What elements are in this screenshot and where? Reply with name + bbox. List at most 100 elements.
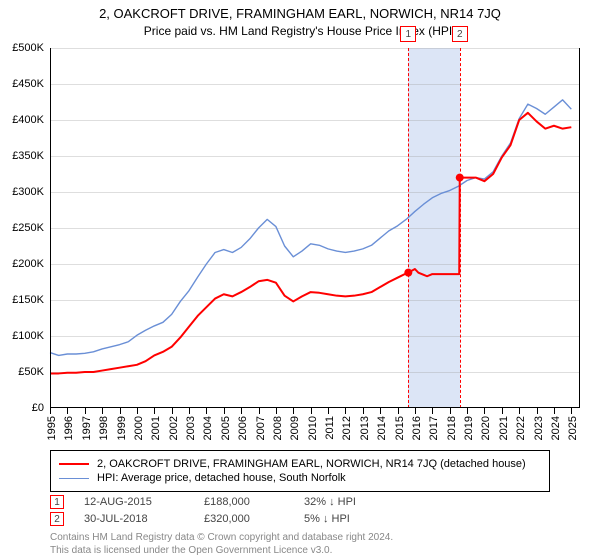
xtick-label: 2020 [480,416,492,440]
xtick [206,408,207,414]
xtick-label: 2011 [324,416,336,440]
sale-row: 112-AUG-2015£188,00032% ↓ HPI [50,495,550,509]
xtick-label: 1998 [98,416,110,440]
xtick [328,408,329,414]
xtick [293,408,294,414]
xtick [537,408,538,414]
ytick-label: £400K [12,114,44,126]
ytick-label: £150K [12,294,44,306]
sale-row: 2 30-JUL-2018 £320,000 5% ↓ HPI [50,512,550,526]
xtick [415,408,416,414]
xtick [519,408,520,414]
xtick-label: 2008 [272,416,284,440]
xtick [311,408,312,414]
xtick [120,408,121,414]
xtick-label: 2012 [341,416,353,440]
xtick [345,408,346,414]
xtick-label: 2024 [550,416,562,440]
ytick-label: £450K [12,78,44,90]
legend-item: 2, OAKCROFT DRIVE, FRAMINGHAM EARL, NORW… [59,458,541,470]
chart-subtitle: Price paid vs. HM Land Registry's House … [0,21,600,38]
event-badge: 2 [452,26,468,42]
xtick [259,408,260,414]
sale-badge: 2 [50,512,64,526]
xtick-label: 2021 [498,416,510,440]
xtick [241,408,242,414]
xtick-label: 1995 [46,416,58,440]
xtick [102,408,103,414]
legend: 2, OAKCROFT DRIVE, FRAMINGHAM EARL, NORW… [50,450,550,492]
xtick-label: 2017 [428,416,440,440]
xtick-label: 2002 [168,416,180,440]
xtick-label: 2023 [533,416,545,440]
sales-table: 112-AUG-2015£188,00032% ↓ HPI230-JUL-201… [50,492,550,529]
xtick-label: 2001 [150,416,162,440]
xtick [224,408,225,414]
xtick [467,408,468,414]
xtick-label: 2014 [376,416,388,440]
event-badge: 1 [400,26,416,42]
xtick-label: 2010 [307,416,319,440]
xtick [484,408,485,414]
xtick [571,408,572,414]
xtick [67,408,68,414]
ytick-label: £100K [12,330,44,342]
ytick-label: £0 [32,402,44,414]
xtick-label: 2018 [446,416,458,440]
xtick [137,408,138,414]
xtick [154,408,155,414]
xtick [554,408,555,414]
xtick [450,408,451,414]
xtick [85,408,86,414]
xtick [363,408,364,414]
legend-swatch [59,463,89,465]
xtick-label: 2025 [567,416,579,440]
chart-plot-area: £0£50K£100K£150K£200K£250K£300K£350K£400… [50,48,580,408]
xtick [432,408,433,414]
attribution-line2: This data is licensed under the Open Gov… [50,545,332,556]
xtick-label: 1999 [116,416,128,440]
xtick [276,408,277,414]
xtick [189,408,190,414]
ytick-label: £500K [12,42,44,54]
sale-date: 30-JUL-2018 [84,513,184,525]
xtick-label: 2004 [202,416,214,440]
xtick-label: 1997 [81,416,93,440]
xtick-label: 2003 [185,416,197,440]
sale-price: £320,000 [204,513,284,525]
sale-note: 32% ↓ HPI [304,496,356,508]
legend-label: HPI: Average price, detached house, Sout… [97,472,346,484]
attribution-line1: Contains HM Land Registry data © Crown c… [50,532,393,543]
ytick-label: £200K [12,258,44,270]
xtick-label: 2006 [237,416,249,440]
chart-title: 2, OAKCROFT DRIVE, FRAMINGHAM EARL, NORW… [0,0,600,21]
ytick-label: £250K [12,222,44,234]
legend-swatch [59,478,89,479]
xtick-label: 1996 [63,416,75,440]
xtick-label: 2015 [394,416,406,440]
xtick [50,408,51,414]
sale-date: 12-AUG-2015 [84,496,184,508]
ytick-label: £350K [12,150,44,162]
xtick [172,408,173,414]
legend-item: HPI: Average price, detached house, Sout… [59,472,541,484]
legend-label: 2, OAKCROFT DRIVE, FRAMINGHAM EARL, NORW… [97,458,526,470]
xtick-label: 2016 [411,416,423,440]
chart-container: 2, OAKCROFT DRIVE, FRAMINGHAM EARL, NORW… [0,0,600,560]
xtick-label: 2007 [255,416,267,440]
xtick [380,408,381,414]
sale-price: £188,000 [204,496,284,508]
xtick [502,408,503,414]
ytick-label: £50K [18,366,44,378]
xtick-label: 2013 [359,416,371,440]
xtick-label: 2019 [463,416,475,440]
xtick-label: 2022 [515,416,527,440]
xtick-label: 2000 [133,416,145,440]
ytick-label: £300K [12,186,44,198]
xtick-label: 2005 [220,416,232,440]
xtick [398,408,399,414]
attribution: Contains HM Land Registry data © Crown c… [50,532,550,557]
xtick-label: 2009 [289,416,301,440]
sale-note: 5% ↓ HPI [304,513,350,525]
chart-border [50,48,580,408]
